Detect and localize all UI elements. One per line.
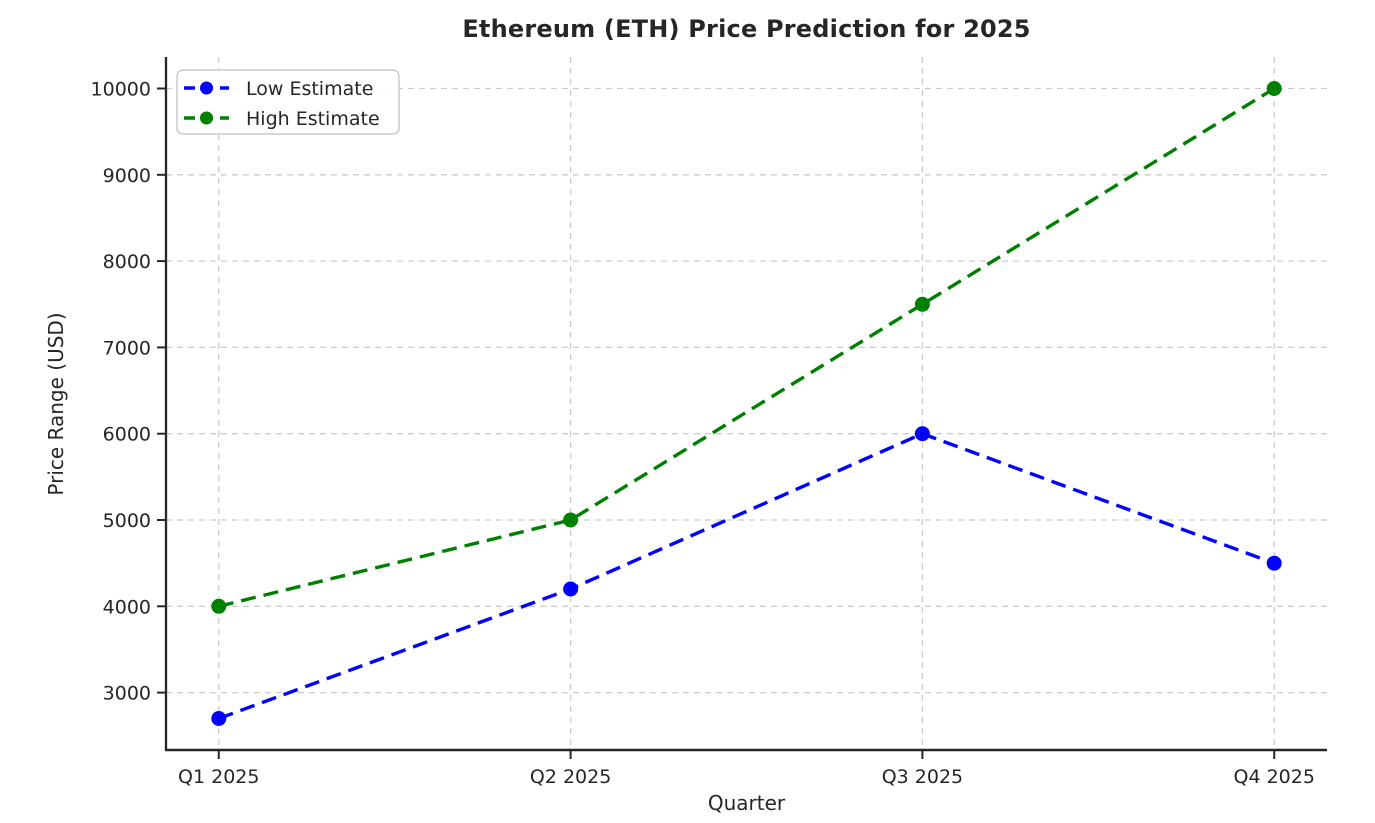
y-tick-label: 8000	[103, 251, 151, 273]
x-tick-label: Q1 2025	[178, 766, 259, 788]
chart-title: Ethereum (ETH) Price Prediction for 2025	[462, 15, 1031, 43]
low-estimate-line	[218, 432, 1275, 721]
high-estimate-marker	[914, 296, 930, 312]
y-tick-label: 3000	[103, 683, 151, 705]
y-axis-label: Price Range (USD)	[44, 312, 68, 496]
legend-marker	[200, 81, 213, 95]
y-tick-label: 10000	[91, 79, 151, 101]
x-tick-label: Q4 2025	[1234, 766, 1315, 788]
y-tick-label: 6000	[103, 424, 151, 446]
legend-box	[176, 69, 400, 135]
y-tick-label: 9000	[103, 165, 151, 187]
x-tick-label: Q3 2025	[882, 766, 963, 788]
high-estimate-marker	[1266, 81, 1282, 96]
low-estimate-marker	[914, 426, 930, 442]
y-tick-label: 4000	[103, 596, 151, 618]
y-tick-label: 5000	[103, 510, 151, 532]
high-estimate-marker	[211, 598, 227, 614]
x-axis-label: Quarter	[707, 791, 786, 815]
legend-label: High Estimate	[246, 108, 380, 130]
low-estimate-marker	[1266, 555, 1282, 571]
legend-label: Low Estimate	[246, 78, 373, 100]
high-estimate-marker	[563, 512, 579, 528]
low-estimate-marker	[211, 711, 227, 726]
x-tick-label: Q2 2025	[530, 766, 611, 788]
legend-marker	[200, 111, 213, 125]
y-tick-label: 7000	[103, 337, 151, 359]
low-estimate-marker	[563, 581, 579, 597]
